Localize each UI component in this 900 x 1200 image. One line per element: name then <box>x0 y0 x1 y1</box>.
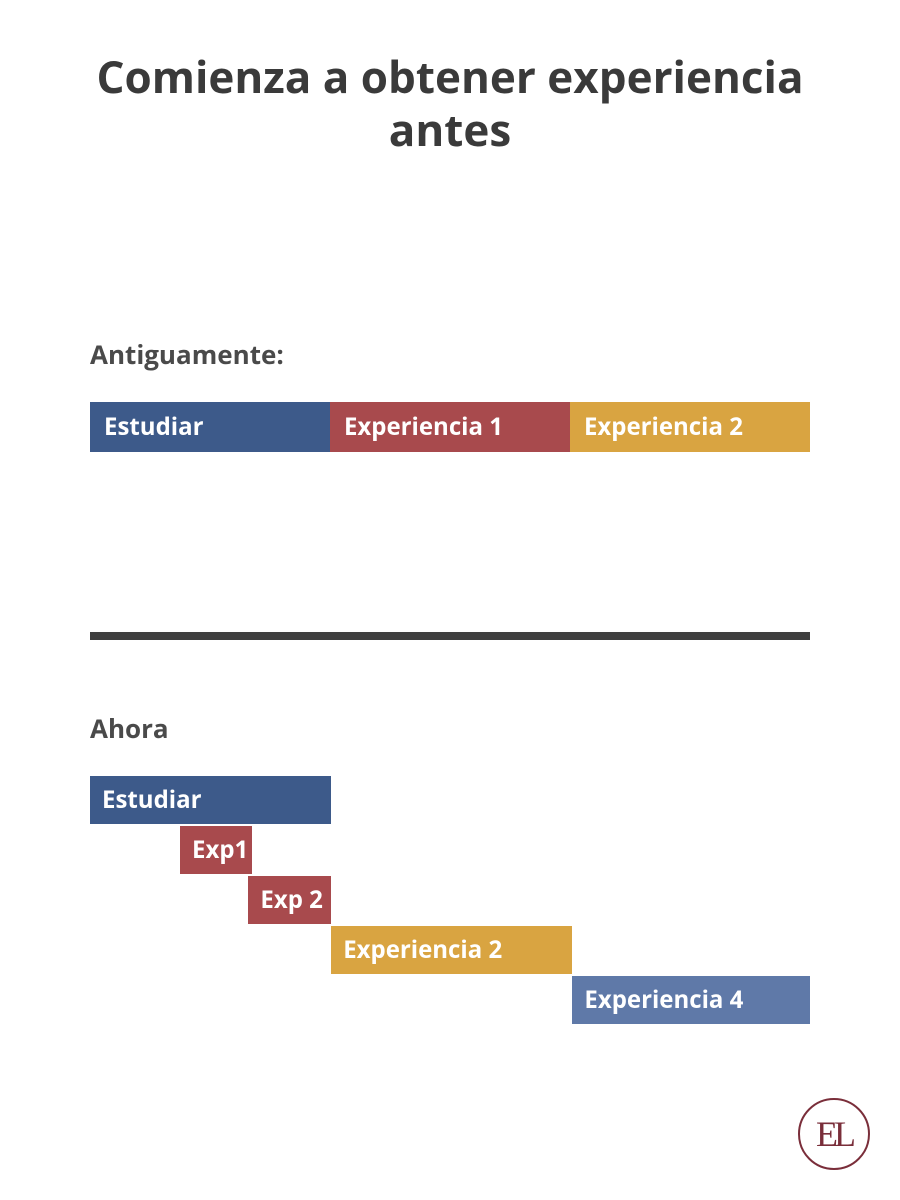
logo-badge: EL <box>798 1098 870 1170</box>
section-old: Antiguamente: EstudiarExperiencia 1Exper… <box>90 336 810 452</box>
new-bar-1: Exp1 <box>180 826 252 874</box>
page-title: Comienza a obtener experiencia antes <box>90 50 810 156</box>
section-old-label: Antiguamente: <box>90 336 810 372</box>
main-container: Comienza a obtener experiencia antes Ant… <box>0 0 900 1126</box>
logo-text: EL <box>816 1113 852 1155</box>
old-bar-2: Experiencia 2 <box>570 402 810 452</box>
section-new: Ahora EstudiarExp1Exp 2Experiencia 2Expe… <box>90 710 810 1076</box>
divider <box>90 632 810 640</box>
new-bar-4: Experiencia 4 <box>572 976 810 1024</box>
new-bar-3: Experiencia 2 <box>331 926 572 974</box>
timeline-new: EstudiarExp1Exp 2Experiencia 2Experienci… <box>90 776 810 1076</box>
new-bar-2: Exp 2 <box>248 876 331 924</box>
timeline-old: EstudiarExperiencia 1Experiencia 2 <box>90 402 810 452</box>
section-new-label: Ahora <box>90 710 810 746</box>
new-bar-0: Estudiar <box>90 776 331 824</box>
old-bar-0: Estudiar <box>90 402 330 452</box>
old-bar-1: Experiencia 1 <box>330 402 570 452</box>
